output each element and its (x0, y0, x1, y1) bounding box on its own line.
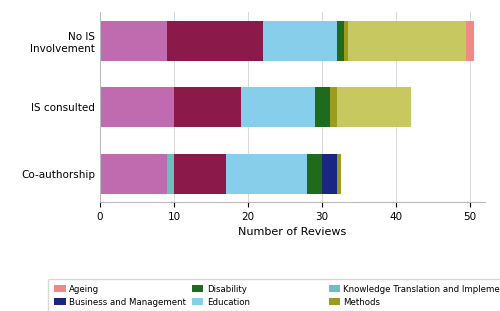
Bar (337, 21, 344, 61)
Bar (322, 154, 337, 193)
Bar (337, 154, 340, 193)
Bar (166, 154, 174, 193)
Bar (263, 21, 337, 61)
Bar (166, 21, 263, 61)
Legend: Ageing, Business and Management, Crime and Justice, Disability, Education, Inter: Ageing, Business and Management, Crime a… (48, 279, 500, 311)
Bar (174, 87, 240, 127)
Bar (466, 21, 474, 61)
Bar (226, 154, 308, 193)
Bar (174, 154, 226, 193)
Bar (314, 87, 330, 127)
Bar (344, 21, 348, 61)
Bar (100, 21, 166, 61)
Bar (308, 154, 322, 193)
Bar (337, 87, 411, 127)
Bar (100, 87, 174, 127)
Bar (240, 87, 314, 127)
Bar (348, 21, 467, 61)
Bar (100, 154, 166, 193)
X-axis label: Number of Reviews: Number of Reviews (238, 227, 346, 237)
Bar (330, 87, 337, 127)
